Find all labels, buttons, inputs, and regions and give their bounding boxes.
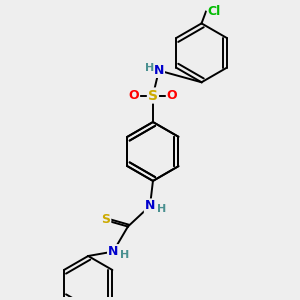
Text: N: N: [145, 200, 155, 212]
Text: Cl: Cl: [207, 5, 221, 18]
Text: S: S: [101, 213, 110, 226]
Text: H: H: [145, 63, 154, 73]
Text: N: N: [154, 64, 164, 77]
Text: H: H: [157, 204, 166, 214]
Text: H: H: [120, 250, 129, 260]
Text: O: O: [167, 89, 177, 102]
Text: S: S: [148, 88, 158, 103]
Text: N: N: [108, 245, 119, 258]
Text: O: O: [128, 89, 139, 102]
